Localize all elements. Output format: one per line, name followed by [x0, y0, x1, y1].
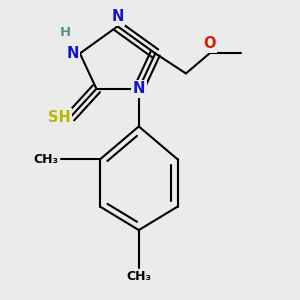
Text: CH₃: CH₃ — [126, 270, 151, 283]
Text: N: N — [111, 9, 124, 24]
Text: N: N — [66, 46, 79, 61]
Text: N: N — [133, 81, 145, 96]
Text: CH₃: CH₃ — [34, 153, 59, 166]
Text: H: H — [60, 26, 71, 39]
Text: O: O — [203, 36, 216, 51]
Text: SH: SH — [48, 110, 70, 124]
